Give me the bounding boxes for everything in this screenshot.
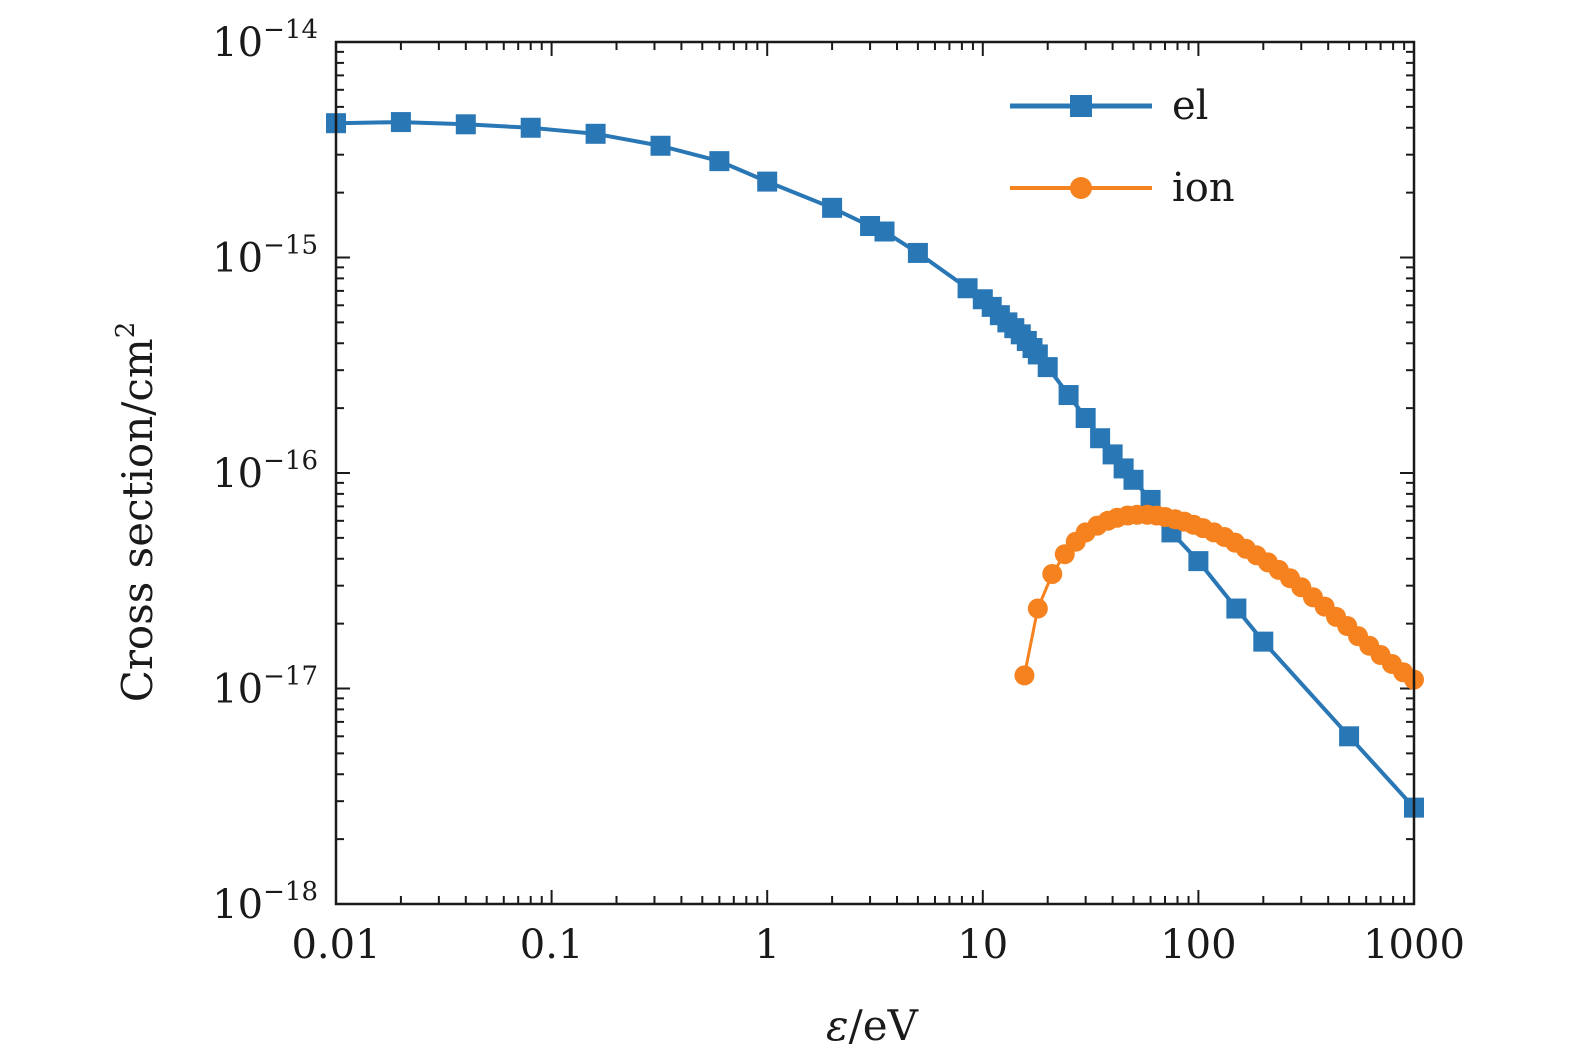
data-point-el <box>822 197 843 218</box>
legend-item-ion: ion <box>1010 165 1235 211</box>
y-tick-base: 10 <box>212 451 263 497</box>
data-point-el <box>390 112 411 133</box>
data-point-el <box>1140 489 1161 510</box>
data-point-el <box>907 242 928 263</box>
legend: el ion <box>1010 83 1235 211</box>
data-point-el <box>455 114 476 135</box>
y-tick-exponent: −17 <box>263 662 318 692</box>
data-point-el <box>1253 631 1274 652</box>
y-tick-label: 10−17 <box>212 662 318 713</box>
legend-label: el <box>1172 83 1208 129</box>
data-point-ion <box>1042 563 1063 584</box>
data-point-ion <box>1027 598 1048 619</box>
data-point-el <box>1226 598 1247 619</box>
legend-swatch-marker <box>1070 177 1092 199</box>
data-point-el <box>709 151 730 172</box>
data-point-el <box>585 123 606 144</box>
data-point-el <box>957 278 978 299</box>
data-point-el <box>1339 726 1360 747</box>
y-tick-label: 10−16 <box>212 446 318 497</box>
y-tick-exponent: −15 <box>263 231 318 261</box>
y-tick-base: 10 <box>212 882 263 928</box>
legend-swatch-marker <box>1070 95 1092 117</box>
y-tick-label: 10−14 <box>212 15 318 66</box>
y-tick-label: 10−18 <box>212 877 318 928</box>
y-tick-exponent: −18 <box>263 877 318 907</box>
series-layer <box>326 112 1424 818</box>
data-point-el <box>1075 407 1096 428</box>
y-axis-label: Cross section/cm2 <box>111 322 162 703</box>
series-el <box>326 112 1424 818</box>
x-tick-label: 1 <box>754 922 779 968</box>
tick-labels-layer: 0.01 0.1 1 10 100 100010−1410−1510−1610−1710−… <box>212 15 1465 968</box>
plot-frame <box>334 40 1416 906</box>
data-point-el <box>1037 357 1058 378</box>
legend-item-el: el <box>1010 83 1208 129</box>
data-point-el <box>874 221 895 242</box>
x-tick-label: 100 <box>1160 922 1236 968</box>
x-axis-label-unit: /eV <box>849 1001 919 1050</box>
data-point-el <box>1090 428 1111 449</box>
y-tick-base: 10 <box>212 20 263 66</box>
y-axis-label-sup: 2 <box>111 322 141 339</box>
x-axis-label-var: ε <box>826 1001 849 1050</box>
x-tick-label: 0.1 <box>520 922 584 968</box>
x-tick-label: 0.01 <box>291 922 380 968</box>
y-tick-base: 10 <box>212 667 263 713</box>
x-axis-label: ε/eV <box>826 1001 919 1050</box>
data-point-el <box>757 171 778 192</box>
data-point-el <box>1123 469 1144 490</box>
y-tick-label: 10−15 <box>212 231 318 282</box>
y-axis-label-text: Cross section/cm <box>113 338 162 702</box>
ticks-layer <box>335 41 1415 905</box>
series-ion <box>1014 504 1424 690</box>
data-point-ion <box>1014 665 1035 686</box>
y-tick-base: 10 <box>212 236 263 282</box>
data-point-el <box>520 117 541 138</box>
x-tick-label: 10 <box>957 922 1008 968</box>
y-tick-exponent: −16 <box>263 446 318 476</box>
data-point-el <box>650 135 671 156</box>
data-point-el <box>1188 551 1209 572</box>
legend-label: ion <box>1172 165 1235 211</box>
data-point-el <box>1058 385 1079 406</box>
x-tick-label: 1000 <box>1363 922 1465 968</box>
y-tick-exponent: −14 <box>263 15 318 45</box>
